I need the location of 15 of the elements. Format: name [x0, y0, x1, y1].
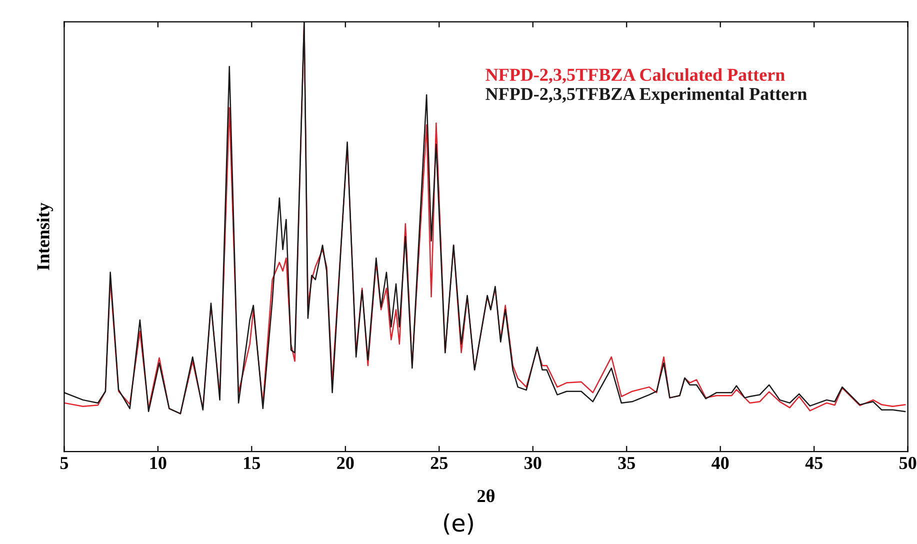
x-tick-label: 5	[60, 457, 68, 470]
x-tick-label: 10	[150, 456, 166, 470]
text: (e)	[444, 514, 473, 535]
x-tick-label: 15	[244, 456, 260, 470]
x-tick-label: 50	[900, 456, 916, 470]
x-tick-label: 45	[805, 457, 822, 470]
x-tick-label: 30	[524, 456, 542, 470]
text: NFPD-2,3,5TFBZA Calculated Pattern	[486, 68, 785, 84]
x-tick-label: 25	[430, 456, 448, 470]
y-axis-title: Intensity	[36, 202, 54, 270]
x-tick-label: 20	[337, 456, 354, 470]
x-tick-label: 35	[618, 456, 635, 470]
x-axis-title: 2θ	[478, 489, 494, 502]
text: NFPD-2,3,5TFBZA Experimental Pattern	[486, 87, 807, 104]
x-tick-label: 40	[712, 456, 729, 470]
